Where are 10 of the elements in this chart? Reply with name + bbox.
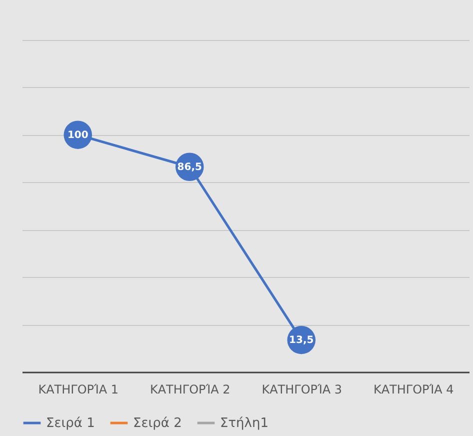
data-label: 100 [67,130,88,141]
x-tick-label: ΚΑΤΗΓΟΡΊΑ 4 [373,382,454,396]
data-label: 13,5 [289,334,314,346]
x-tick-label: ΚΑΤΗΓΟΡΊΑ 3 [262,382,342,396]
legend-label: Σειρά 1 [46,416,95,431]
x-tick-label: ΚΑΤΗΓΟΡΊΑ 1 [38,382,119,396]
legend-label: Στήλη1 [220,416,268,431]
data-label: 86,5 [177,162,202,173]
x-tick-label: ΚΑΤΗΓΟΡΊΑ 2 [150,382,230,396]
legend-label: Σειρά 2 [133,416,182,431]
